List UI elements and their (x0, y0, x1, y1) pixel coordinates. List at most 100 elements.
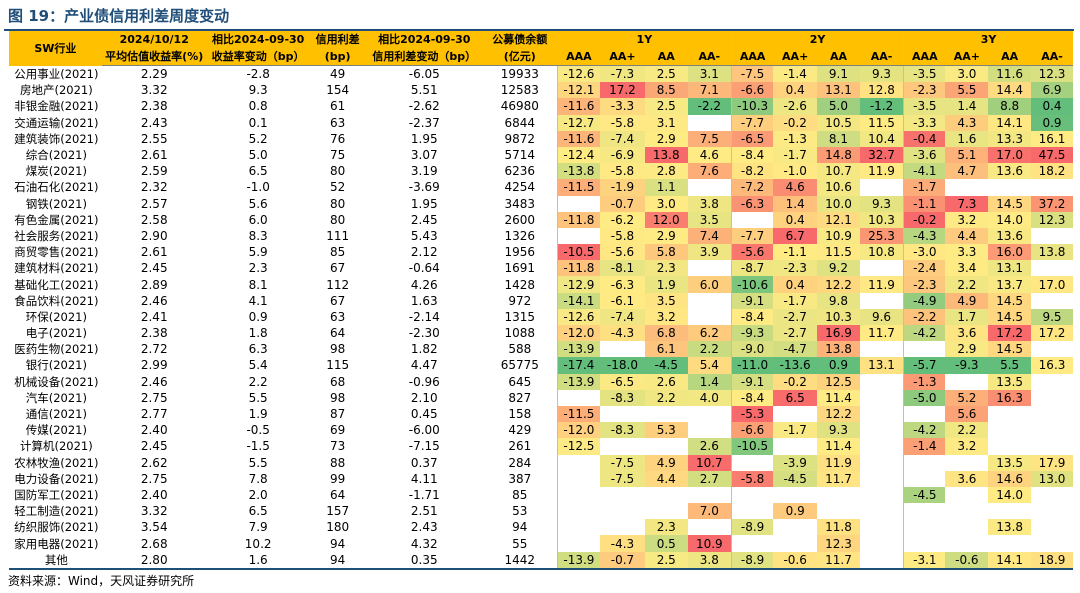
spread-2y-aa-minus-cell (860, 390, 904, 406)
spread-1y-aaa-cell: -11.8 (556, 211, 601, 228)
spread-2y-aa-cell: 13.8 (817, 341, 860, 358)
industry-cell: 建筑材料(2021) (14, 261, 99, 276)
spread-1y-aa-cell: 2.6 (644, 373, 688, 390)
header-2y-aa-minus: AA- (859, 47, 904, 66)
spread-2y-aaa-cell: -11.0 (730, 357, 774, 374)
spread-3y-aa-cell: 11.6 (988, 65, 1032, 83)
spread-2y-aaa-cell: -7.7 (730, 227, 774, 245)
spread-2y-aa-cell: 11.8 (817, 519, 860, 536)
spread-1y-aaa-cell (556, 486, 601, 504)
yield-change-cell: 0.1 (248, 115, 268, 130)
yield-cell: 2.61 (140, 148, 168, 163)
spread-3y-aaa-cell: -3.6 (903, 146, 946, 164)
spread-1y-aa-minus-cell (688, 115, 732, 131)
yield-change-cell: -0.5 (246, 423, 270, 438)
spread-3y-aa-plus-cell: 1.4 (945, 98, 989, 115)
balance-cell: 387 (508, 471, 532, 486)
balance-cell: 1088 (504, 326, 536, 341)
industry-cell: 煤炭(2021) (25, 164, 87, 179)
header-spread-change-label: 信用利差变动（bp） (365, 47, 483, 66)
spread-2y-aa-cell: 11.7 (817, 470, 860, 487)
spread-change-cell: 1.95 (410, 196, 438, 211)
header-2y-aa: AA (817, 47, 860, 66)
table-row: 交通运输(2021) 2.43 0.1 63 -2.37 6844 -12.7 -5.8 3.1… (9, 114, 1073, 131)
spread-2y-aa-cell: 10.9 (817, 227, 860, 245)
spread-3y-aa-minus-cell: 18.2 (1031, 163, 1073, 180)
table-row: 其他 2.80 1.6 94 0.35 1442 -13.9 -0.7 2.5 3.8 -8.9 -0… (9, 551, 1073, 570)
yield-cell: 2.90 (140, 228, 168, 243)
spread-3y-aa-minus-cell: 16.3 (1031, 357, 1073, 374)
spread-1y-aaa-cell: -11.5 (556, 405, 601, 423)
spread-3y-aaa-cell: -2.4 (903, 260, 946, 277)
spread-3y-aa-minus-cell: 17.2 (1031, 325, 1073, 342)
yield-cell: 2.68 (140, 536, 168, 551)
spread-3y-aa-cell: 13.8 (988, 519, 1032, 536)
table-row: 食品饮料(2021) 2.46 4.1 67 1.63 972 -14.1 -6.1 3.5 -9… (9, 292, 1073, 309)
balance-cell: 284 (508, 455, 532, 470)
spread-2y-aa-minus-cell (860, 519, 904, 535)
spread-2y-aa-minus-cell (860, 422, 904, 438)
spread-1y-aa-minus-cell (688, 406, 732, 422)
spread-1y-aa-cell: 4.4 (644, 470, 688, 487)
spread-3y-aa-minus-cell: 6.9 (1031, 82, 1073, 99)
spread-1y-aa-plus-cell (600, 519, 645, 535)
spread-2y-aa-minus-cell (860, 503, 904, 519)
spread-2y-aa-minus-cell: 25.3 (859, 227, 904, 245)
spread-cell: 157 (326, 504, 350, 519)
balance-cell: 1691 (504, 261, 536, 276)
spread-2y-aaa-cell: -10.3 (730, 98, 774, 115)
spread-change-cell: 2.12 (410, 245, 438, 260)
yield-change-cell: 7.8 (248, 471, 268, 486)
spread-cell: 94 (330, 536, 346, 551)
spread-2y-aa-minus-cell (860, 471, 904, 487)
spread-change-cell: 5.43 (410, 228, 438, 243)
spread-cell: 76 (330, 131, 346, 146)
spread-3y-aaa-cell: -3.0 (903, 244, 946, 261)
spread-3y-aaa-cell: -4.1 (903, 163, 946, 180)
balance-cell: 94 (512, 520, 528, 535)
spread-3y-aaa-cell: -0.2 (903, 211, 946, 228)
spread-1y-aa-plus-cell: -4.3 (600, 535, 645, 552)
spread-2y-aa-plus-cell: 6.5 (773, 389, 818, 406)
table-row: 房地产(2021) 3.32 9.3 154 5.51 12583 -12.1 17.2 8.5… (9, 82, 1073, 99)
spread-1y-aa-cell: 4.9 (644, 454, 688, 471)
spread-1y-aaa-cell: -13.9 (556, 551, 601, 570)
balance-cell: 55 (512, 536, 528, 551)
spread-2y-aa-plus-cell: -2.7 (773, 308, 818, 325)
yield-cell: 2.38 (140, 99, 168, 114)
spread-1y-aa-minus-cell: 7.0 (687, 503, 732, 520)
spread-cell: 99 (330, 471, 346, 486)
spread-1y-aa-cell: 2.5 (644, 98, 688, 115)
yield-change-cell: 5.0 (248, 148, 268, 163)
spread-1y-aaa-cell: -12.6 (556, 65, 601, 83)
table-row: 商贸零售(2021) 2.61 5.9 85 2.12 1956 -10.5 -5.6 5.8 3… (9, 244, 1073, 261)
spread-1y-aa-cell: 5.8 (644, 244, 688, 261)
yield-change-cell: 6.5 (248, 164, 268, 179)
spread-3y-aa-cell: 13.1 (988, 260, 1032, 277)
spread-2y-aaa-cell: -10.6 (730, 276, 774, 293)
spread-change-cell: -0.96 (408, 374, 440, 389)
spread-cell: 94 (309, 551, 366, 570)
spread-2y-aa-plus-cell (773, 487, 817, 503)
spread-3y-aaa-cell: -1.7 (903, 179, 946, 196)
spread-1y-aa-plus-cell: -6.9 (600, 146, 645, 164)
spread-3y-aa-minus-cell: 12.3 (1031, 211, 1073, 228)
table-row: 煤炭(2021) 2.59 6.5 80 3.19 6236 -13.8 -5.8 2.8 7.6… (9, 163, 1073, 180)
industry-cell: 银行(2021) (25, 358, 87, 373)
spread-1y-aa-plus-cell: -3.3 (600, 98, 645, 115)
spread-1y-aaa-cell (556, 519, 601, 536)
header-yield-change-label: 收益率变动（bp） (206, 47, 310, 66)
spread-3y-aa-cell: 14.6 (988, 470, 1032, 487)
spread-2y-aaa-cell: -9.1 (730, 292, 774, 309)
spread-2y-aa-plus-cell: -1.0 (773, 163, 818, 180)
spread-3y-aaa-cell: -2.2 (903, 308, 946, 325)
yield-change-cell: -2.8 (246, 67, 270, 82)
credit-spread-table: SW行业 2024/10/12 相比2024-09-30 信用利差 相比2024… (9, 31, 1073, 570)
industry-cell: 纺织服饰(2021) (14, 520, 99, 535)
table-row: 环保(2021) 2.41 0.9 63 -2.14 1315 -12.6 -7.4 3.2 -8… (9, 308, 1073, 325)
spread-table-container: SW行业 2024/10/12 相比2024-09-30 信用利差 相比2024… (9, 31, 1073, 570)
industry-cell: 其他 (9, 551, 102, 570)
spread-change-cell: -2.37 (408, 115, 440, 130)
spread-1y-aa-plus-cell: -7.4 (600, 130, 645, 147)
spread-3y-aa-cell: 16.0 (988, 244, 1032, 261)
